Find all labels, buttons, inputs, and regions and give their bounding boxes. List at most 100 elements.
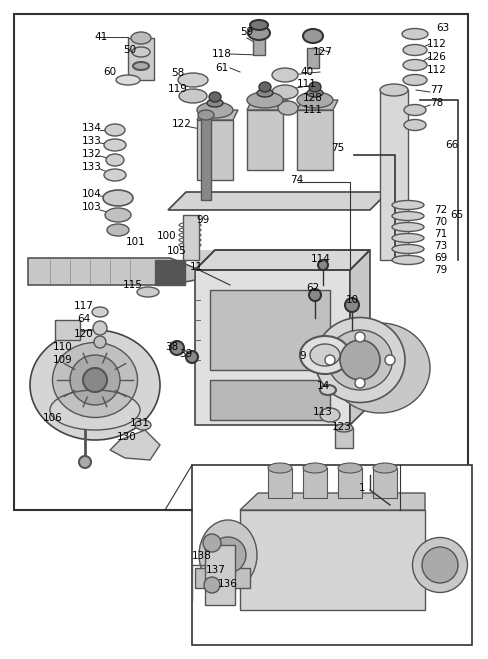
Text: 118: 118 (212, 49, 231, 59)
Ellipse shape (329, 323, 429, 413)
Ellipse shape (178, 73, 207, 87)
Ellipse shape (278, 101, 297, 115)
Text: 101: 101 (126, 237, 145, 247)
Text: 39: 39 (179, 349, 192, 359)
Text: 60: 60 (103, 67, 116, 77)
Polygon shape (240, 493, 424, 510)
Text: 69: 69 (433, 253, 447, 263)
Text: 41: 41 (94, 32, 107, 42)
Circle shape (185, 351, 198, 363)
Text: 78: 78 (429, 98, 443, 108)
Text: 50: 50 (123, 45, 136, 55)
Circle shape (170, 341, 183, 355)
Text: 9: 9 (299, 351, 305, 361)
Circle shape (354, 378, 364, 388)
Ellipse shape (303, 463, 326, 473)
Circle shape (94, 336, 106, 348)
Ellipse shape (116, 75, 140, 85)
Text: 134: 134 (82, 123, 102, 133)
Ellipse shape (327, 330, 392, 390)
Text: 100: 100 (157, 231, 177, 241)
Bar (252, 33, 264, 55)
Circle shape (203, 577, 220, 593)
Text: 105: 105 (167, 246, 186, 256)
Bar (183, 215, 199, 260)
Bar (128, 38, 154, 80)
Ellipse shape (106, 154, 124, 166)
Text: 131: 131 (130, 418, 150, 428)
Bar (267, 468, 291, 498)
Bar (201, 115, 210, 200)
Text: 72: 72 (433, 205, 447, 215)
Text: 127: 127 (312, 47, 332, 57)
Text: 130: 130 (117, 432, 137, 442)
Ellipse shape (402, 74, 426, 86)
Text: 110: 110 (53, 342, 73, 352)
Ellipse shape (319, 385, 335, 395)
Text: 133: 133 (82, 136, 102, 146)
Ellipse shape (208, 92, 221, 102)
Ellipse shape (402, 59, 426, 71)
Ellipse shape (391, 244, 423, 254)
Text: 123: 123 (331, 422, 351, 432)
Text: 112: 112 (426, 65, 446, 75)
Ellipse shape (247, 26, 269, 40)
Ellipse shape (391, 212, 423, 221)
Ellipse shape (402, 45, 426, 55)
Ellipse shape (412, 538, 467, 592)
Polygon shape (28, 258, 195, 285)
Ellipse shape (309, 344, 339, 366)
Polygon shape (296, 100, 337, 110)
Circle shape (384, 355, 394, 365)
Ellipse shape (401, 28, 427, 40)
Text: 75: 75 (331, 143, 344, 153)
Polygon shape (168, 192, 387, 210)
Text: 40: 40 (300, 67, 313, 77)
Text: 14: 14 (316, 381, 329, 391)
Ellipse shape (308, 82, 320, 92)
Ellipse shape (259, 82, 270, 92)
Bar (55, 320, 80, 340)
Text: 111: 111 (296, 79, 316, 89)
Text: 11: 11 (189, 262, 202, 272)
Text: 59: 59 (240, 27, 253, 37)
Ellipse shape (137, 287, 159, 297)
Ellipse shape (372, 463, 396, 473)
Polygon shape (110, 430, 160, 460)
Ellipse shape (391, 256, 423, 264)
Bar (246, 110, 283, 170)
Ellipse shape (104, 169, 126, 181)
Text: 128: 128 (303, 93, 322, 103)
Text: 65: 65 (449, 210, 463, 220)
Text: 112: 112 (426, 39, 446, 49)
Text: 58: 58 (171, 68, 184, 78)
Ellipse shape (246, 92, 283, 108)
Ellipse shape (133, 62, 149, 70)
Ellipse shape (105, 124, 125, 136)
Circle shape (93, 321, 107, 335)
Polygon shape (246, 100, 287, 110)
Bar (240, 510, 424, 610)
Ellipse shape (319, 408, 339, 422)
Text: 133: 133 (82, 162, 102, 172)
Text: 115: 115 (123, 280, 142, 290)
Ellipse shape (337, 463, 361, 473)
Text: 126: 126 (426, 52, 446, 62)
Ellipse shape (179, 89, 206, 103)
Ellipse shape (267, 463, 291, 473)
Bar (204, 545, 235, 605)
Circle shape (209, 537, 245, 573)
Ellipse shape (197, 102, 232, 118)
Bar (155, 260, 184, 285)
Text: 63: 63 (435, 23, 448, 33)
Text: 61: 61 (215, 63, 228, 73)
Ellipse shape (271, 85, 297, 99)
Circle shape (70, 355, 120, 405)
Ellipse shape (199, 520, 257, 590)
Bar (209, 380, 329, 420)
Ellipse shape (103, 190, 133, 206)
Text: 137: 137 (205, 565, 225, 575)
Circle shape (345, 298, 358, 312)
Text: 73: 73 (433, 241, 447, 251)
Bar (306, 48, 318, 68)
